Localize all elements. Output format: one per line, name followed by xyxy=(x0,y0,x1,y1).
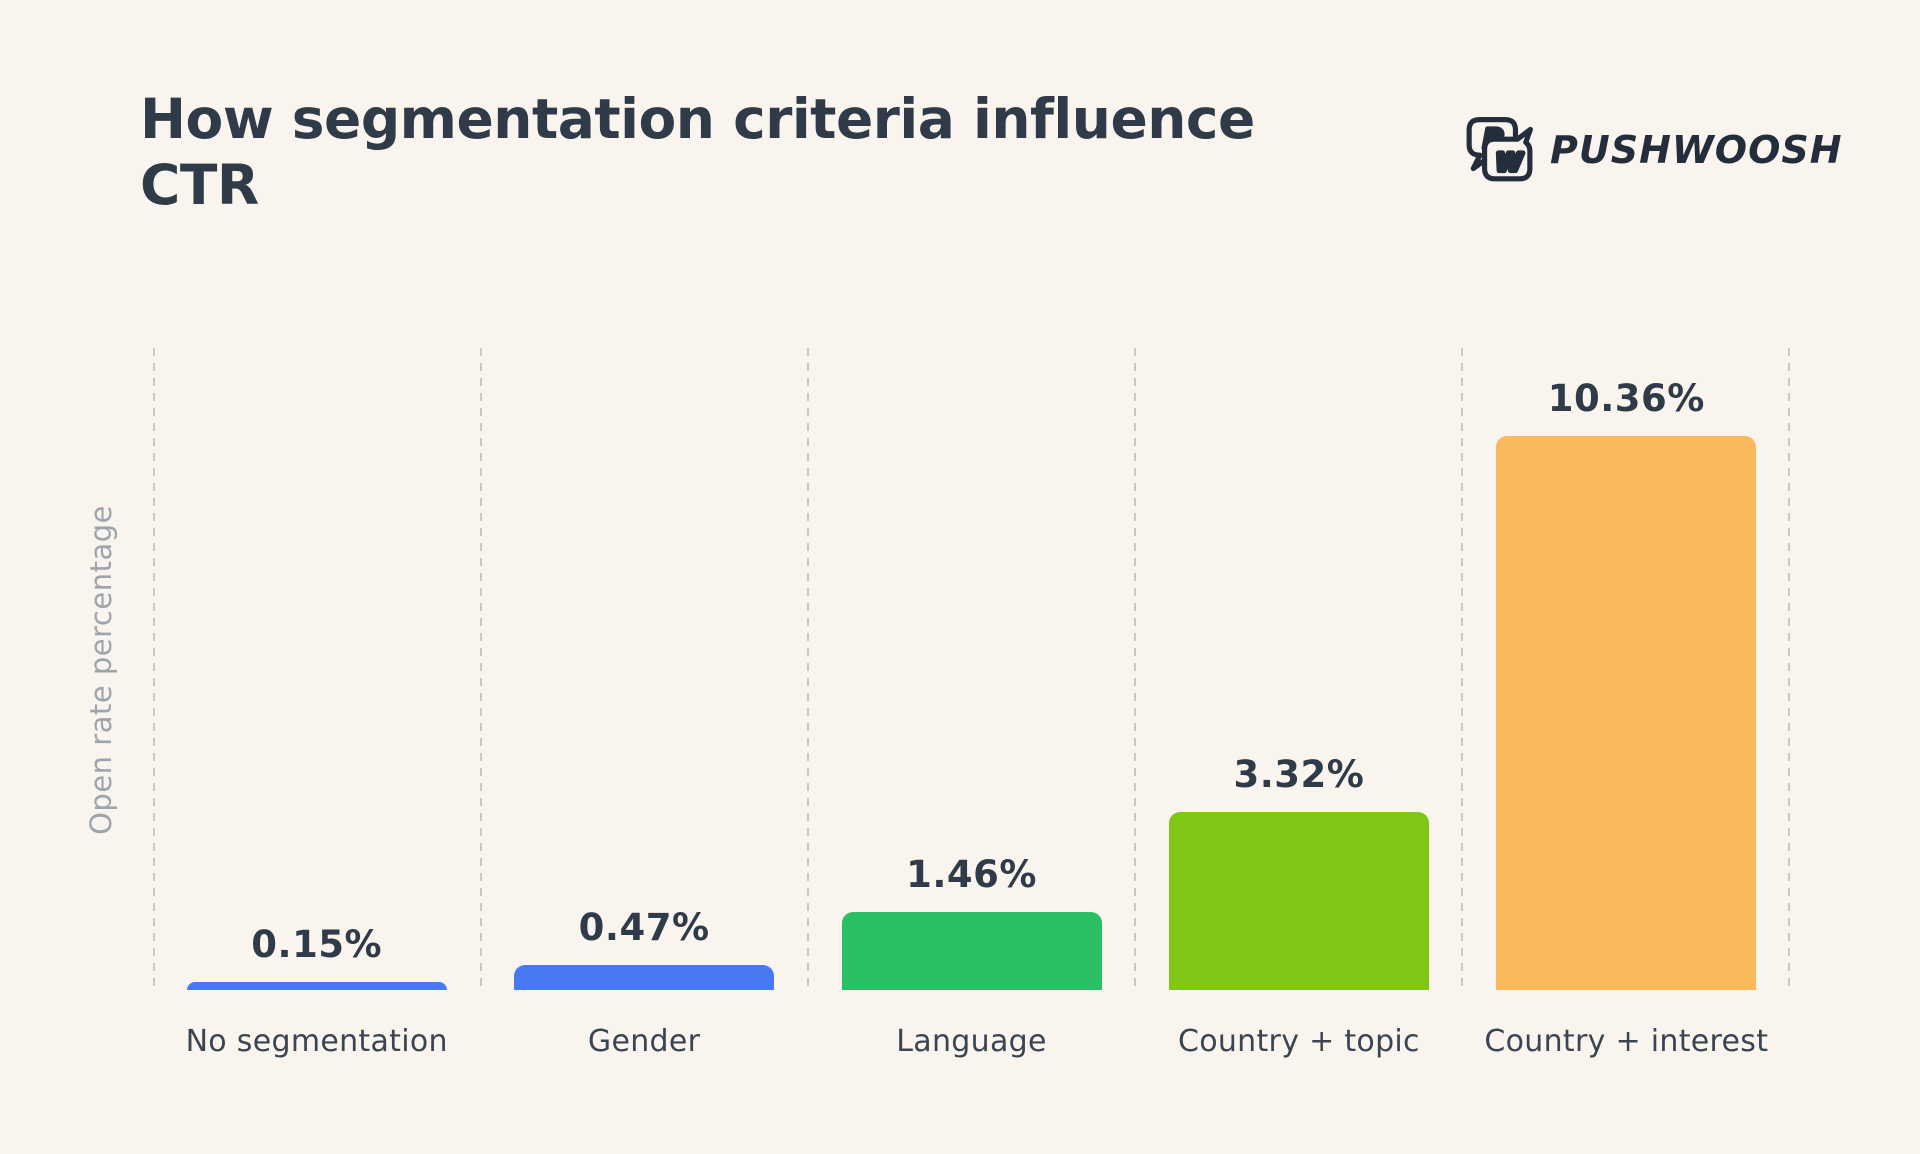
category-label: Country + topic xyxy=(1177,1024,1420,1059)
bar-group-gender: 0.47% Gender xyxy=(480,348,807,1059)
category-label: No segmentation xyxy=(185,1024,448,1059)
dashed-grid-line xyxy=(1134,348,1136,990)
bar-group-country-topic: 3.32% Country + topic xyxy=(1135,348,1462,1059)
bar-group-language: 1.46% Language xyxy=(808,348,1135,1059)
page-title-line-1: How segmentation criteria influence xyxy=(140,87,1255,151)
dashed-grid-line xyxy=(1788,348,1790,990)
category-label: Gender xyxy=(587,1024,701,1059)
bar-country-topic xyxy=(1168,812,1429,990)
bar-group-country-interest: 10.36% Country + interest xyxy=(1463,348,1790,1059)
category-label: Language xyxy=(896,1024,1047,1059)
dashed-grid-line xyxy=(153,348,155,990)
bar-value-label: 1.46% xyxy=(906,853,1037,896)
category-label: Country + interest xyxy=(1484,1024,1769,1059)
dashed-grid-line xyxy=(1461,348,1463,990)
svg-text:W: W xyxy=(1496,149,1524,177)
bar-chart: 0.15% No segmentation 0.47% Gender 1.46%… xyxy=(153,348,1790,1059)
bar-group-no-segmentation: 0.15% No segmentation xyxy=(153,348,480,1059)
dashed-grid-line xyxy=(480,348,482,990)
dashed-grid-line xyxy=(807,348,809,990)
pushwoosh-pw-icon: P W xyxy=(1466,117,1533,182)
page-title: How segmentation criteria influence CTR xyxy=(140,86,1290,218)
bar-value-label: 3.32% xyxy=(1233,753,1365,796)
y-axis-label: Open rate percentage xyxy=(84,505,118,835)
pushwoosh-logo: P W PUSHWOOSH xyxy=(1464,116,1843,184)
bar-value-label: 0.47% xyxy=(578,906,710,949)
bar-language xyxy=(841,912,1102,990)
bar-country-interest xyxy=(1496,436,1757,990)
bar-gender xyxy=(514,965,775,990)
bar-columns: 0.15% No segmentation 0.47% Gender 1.46%… xyxy=(153,348,1790,1059)
pushwoosh-wordmark: PUSHWOOSH xyxy=(1550,128,1843,172)
bar-value-label: 0.15% xyxy=(251,923,383,966)
page-title-line-2: CTR xyxy=(140,153,259,217)
bar-no-segmentation xyxy=(186,982,447,990)
bar-value-label: 10.36% xyxy=(1547,377,1705,420)
